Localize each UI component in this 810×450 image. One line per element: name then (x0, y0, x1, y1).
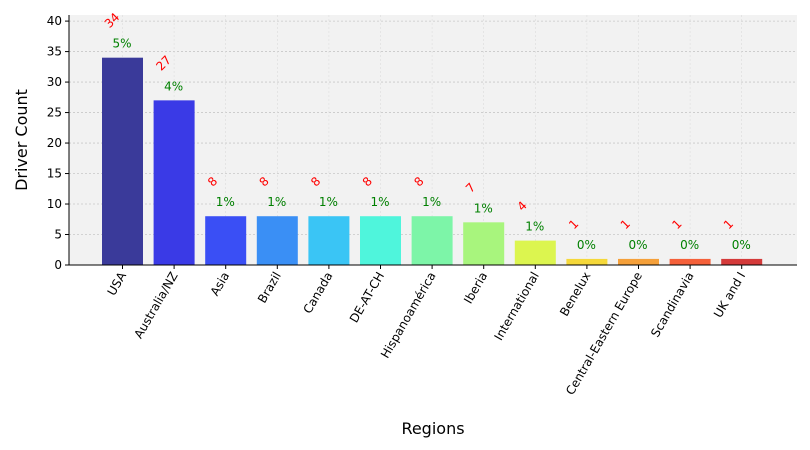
percent-label: 0% (629, 238, 648, 252)
bar (669, 258, 711, 265)
x-tick-label: Hispanoamérica (378, 269, 439, 360)
bar (514, 240, 556, 265)
bar (102, 57, 143, 266)
percent-label: 1% (371, 195, 390, 209)
x-tick-label: UK and I (711, 270, 748, 321)
percent-label: 0% (577, 238, 596, 252)
bar (566, 258, 608, 265)
y-tick-label: 40 (47, 14, 62, 28)
bar (360, 216, 401, 265)
percent-label: 0% (680, 238, 699, 252)
y-axis-title: Driver Count (12, 89, 31, 191)
bar (308, 216, 350, 265)
bar (463, 222, 505, 265)
percent-label: 1% (422, 195, 441, 209)
percent-label: 1% (319, 195, 338, 209)
percent-label: 0% (732, 238, 751, 252)
x-tick-label: DE-AT-CH (347, 270, 387, 326)
x-tick-label: Australia/NZ (131, 270, 180, 341)
bars (102, 57, 763, 266)
y-tick-label: 20 (47, 136, 62, 150)
percent-label: 5% (113, 37, 132, 51)
bar (721, 258, 763, 265)
y-tick-label: 5 (54, 228, 62, 242)
x-tick-label: Asia (208, 270, 233, 299)
percent-label: 4% (164, 79, 183, 93)
x-tick-label: Benelux (557, 270, 593, 319)
bar (153, 100, 195, 266)
x-tick-label: Canada (301, 270, 336, 317)
percent-label: 1% (525, 220, 544, 234)
x-tick-label: Iberia (461, 270, 490, 307)
y-ticks: 0 5 10 15 20 25 30 35 40 (47, 14, 69, 272)
y-tick-label: 30 (47, 75, 62, 89)
x-ticks: USA Australia/NZ Asia Brazil Canada DE-AT-CHH… (105, 265, 748, 397)
y-tick-label: 35 (47, 45, 62, 59)
y-tick-label: 25 (47, 106, 62, 120)
percent-label: 1% (267, 195, 286, 209)
x-tick-label: International (491, 270, 541, 343)
y-tick-label: 10 (47, 197, 62, 211)
percent-label: 1% (216, 195, 235, 209)
bar (256, 216, 298, 265)
x-tick-label: USA (105, 269, 130, 298)
x-tick-label: Brazil (255, 270, 284, 306)
y-tick-label: 0 (54, 258, 62, 272)
percent-label: 1% (474, 201, 493, 215)
y-tick-label: 15 (47, 167, 62, 181)
bar (205, 216, 247, 265)
bar (411, 216, 453, 265)
axes (68, 15, 797, 266)
x-axis-title: Regions (401, 419, 464, 438)
bar-labels: 5%344%271%81%81%81%81%81%71%40%10%10%10%… (102, 10, 751, 252)
bar (618, 258, 659, 265)
x-tick-label: Scandinavia (648, 270, 697, 340)
